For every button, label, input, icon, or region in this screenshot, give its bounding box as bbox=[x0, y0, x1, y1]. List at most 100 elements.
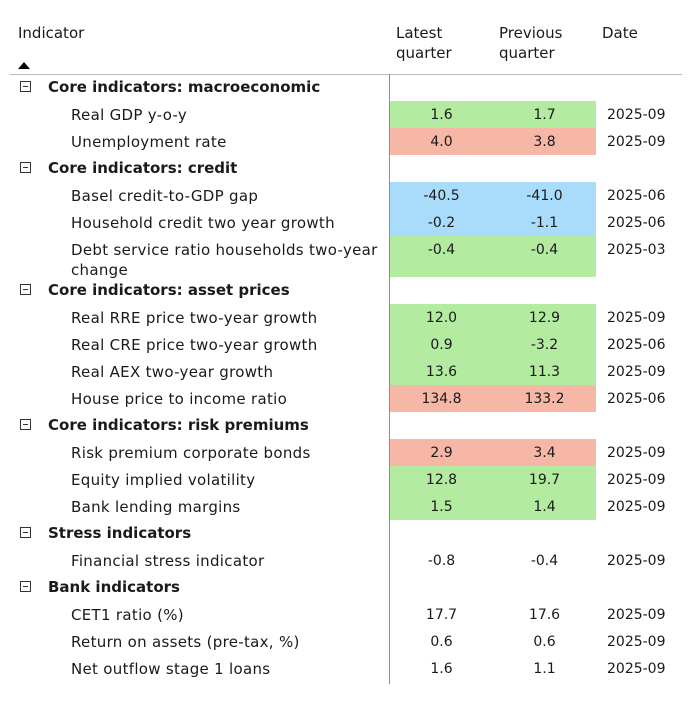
group-row[interactable]: Core indicators: asset prices bbox=[0, 277, 693, 304]
collapse-icon[interactable] bbox=[20, 162, 31, 173]
column-header-indicator[interactable]: Indicator bbox=[18, 24, 85, 42]
latest-value-cell: -0.4 bbox=[390, 236, 493, 277]
date-cell: 2025-06 bbox=[596, 385, 686, 412]
previous-value-text: 3.8 bbox=[533, 134, 556, 150]
table-row[interactable]: Risk premium corporate bonds 2.9 3.4 2025-0… bbox=[0, 439, 693, 466]
date-cell: 2025-09 bbox=[596, 358, 686, 385]
group-row[interactable]: Bank indicators bbox=[0, 574, 693, 601]
group-row[interactable]: Core indicators: credit bbox=[0, 155, 693, 182]
table-row[interactable]: Financial stress indicator -0.8 -0.4 2025-0… bbox=[0, 547, 693, 574]
latest-value-text: 12.8 bbox=[425, 472, 458, 488]
table-row[interactable]: House price to income ratio 134.8 133.2 202… bbox=[0, 385, 693, 412]
group-row[interactable]: Core indicators: macroeconomic bbox=[0, 74, 693, 101]
latest-value-cell: -40.5 bbox=[390, 182, 493, 209]
previous-value-text: 19.7 bbox=[528, 472, 561, 488]
date-cell: 2025-09 bbox=[596, 101, 686, 128]
previous-value-text: 133.2 bbox=[524, 391, 565, 407]
previous-value-cell: 1.4 bbox=[493, 493, 596, 520]
previous-value-cell: 19.7 bbox=[493, 466, 596, 493]
latest-value-text: 1.6 bbox=[430, 661, 453, 677]
latest-value-text: -40.5 bbox=[423, 188, 460, 204]
group-row[interactable]: Stress indicators bbox=[0, 520, 693, 547]
table-row[interactable]: Real RRE price two-year growth 12.0 12.9 20… bbox=[0, 304, 693, 331]
table-row[interactable]: Net outflow stage 1 loans 1.6 1.1 2025-09 bbox=[0, 655, 693, 682]
column-header-latest-quarter[interactable]: Latest quarter bbox=[396, 24, 452, 62]
date-cell: 2025-06 bbox=[596, 331, 686, 358]
sort-ascending-icon[interactable] bbox=[18, 62, 30, 69]
latest-value-cell: 0.6 bbox=[390, 628, 493, 655]
column-header-date[interactable]: Date bbox=[602, 24, 638, 42]
collapse-icon[interactable] bbox=[20, 581, 31, 592]
date-cell: 2025-09 bbox=[596, 655, 686, 682]
previous-value-cell: 17.6 bbox=[493, 601, 596, 628]
previous-value-text: -0.4 bbox=[530, 242, 559, 258]
latest-value-cell: 1.5 bbox=[390, 493, 493, 520]
column-header-previous-quarter[interactable]: Previous quarter bbox=[499, 24, 563, 62]
table-row[interactable]: Basel credit-to-GDP gap -40.5 -41.0 2025-06 bbox=[0, 182, 693, 209]
date-cell: 2025-09 bbox=[596, 439, 686, 466]
latest-value-cell: 1.6 bbox=[390, 655, 493, 682]
table-row[interactable]: Unemployment rate 4.0 3.8 2025-09 bbox=[0, 128, 693, 155]
header-divider bbox=[10, 74, 682, 75]
latest-value-cell: 12.8 bbox=[390, 466, 493, 493]
latest-value-text: -0.8 bbox=[427, 553, 456, 569]
table-row[interactable]: Debt service ratio households two-year c… bbox=[0, 236, 693, 279]
date-text: 2025-09 bbox=[607, 364, 666, 380]
date-cell: 2025-09 bbox=[596, 601, 686, 628]
indicator-label: Real RRE price two-year growth bbox=[71, 309, 318, 327]
date-text: 2025-06 bbox=[607, 188, 666, 204]
latest-value-cell: 17.7 bbox=[390, 601, 493, 628]
indicator-label: Real CRE price two-year growth bbox=[71, 336, 318, 354]
table-row[interactable]: Real GDP y-o-y 1.6 1.7 2025-09 bbox=[0, 101, 693, 128]
indicator-label: Basel credit-to-GDP gap bbox=[71, 187, 259, 205]
table-row[interactable]: Real AEX two-year growth 13.6 11.3 2025-09 bbox=[0, 358, 693, 385]
previous-value-cell: 133.2 bbox=[493, 385, 596, 412]
table-row[interactable]: Real CRE price two-year growth 0.9 -3.2 202… bbox=[0, 331, 693, 358]
collapse-icon[interactable] bbox=[20, 527, 31, 538]
indicator-label: Equity implied volatility bbox=[71, 471, 256, 489]
table-row[interactable]: Household credit two year growth -0.2 -1.1… bbox=[0, 209, 693, 236]
latest-value-cell: 0.9 bbox=[390, 331, 493, 358]
table-row[interactable]: Return on assets (pre-tax, %) 0.6 0.6 2025-… bbox=[0, 628, 693, 655]
collapse-icon[interactable] bbox=[20, 81, 31, 92]
latest-value-text: 134.8 bbox=[421, 391, 462, 407]
previous-value-text: -3.2 bbox=[530, 337, 559, 353]
previous-value-cell: 1.7 bbox=[493, 101, 596, 128]
previous-value-text: -0.4 bbox=[530, 553, 559, 569]
previous-value-text: -1.1 bbox=[530, 215, 559, 231]
indicator-label: House price to income ratio bbox=[71, 390, 288, 408]
previous-value-cell: 12.9 bbox=[493, 304, 596, 331]
previous-value-text: 1.7 bbox=[533, 107, 556, 123]
table-row[interactable]: Equity implied volatility 12.8 19.7 2025-09 bbox=[0, 466, 693, 493]
group-label: Core indicators: asset prices bbox=[48, 281, 290, 299]
latest-value-text: 0.9 bbox=[430, 337, 453, 353]
previous-value-text: 3.4 bbox=[533, 445, 556, 461]
group-label: Core indicators: risk premiums bbox=[48, 416, 309, 434]
latest-value-cell: -0.8 bbox=[390, 547, 493, 574]
date-text: 2025-09 bbox=[607, 634, 666, 650]
date-text: 2025-03 bbox=[607, 242, 666, 258]
previous-value-text: 1.1 bbox=[533, 661, 556, 677]
collapse-icon[interactable] bbox=[20, 419, 31, 430]
latest-value-cell: 4.0 bbox=[390, 128, 493, 155]
indicator-label: Debt service ratio households two-year c… bbox=[71, 241, 378, 279]
latest-value-text: 12.0 bbox=[425, 310, 458, 326]
latest-value-cell: 1.6 bbox=[390, 101, 493, 128]
previous-value-cell: -0.4 bbox=[493, 236, 596, 277]
group-row[interactable]: Core indicators: risk premiums bbox=[0, 412, 693, 439]
latest-value-cell: 13.6 bbox=[390, 358, 493, 385]
previous-value-text: 12.9 bbox=[528, 310, 561, 326]
previous-value-cell: 11.3 bbox=[493, 358, 596, 385]
date-text: 2025-06 bbox=[607, 337, 666, 353]
table-row[interactable]: CET1 ratio (%) 17.7 17.6 2025-09 bbox=[0, 601, 693, 628]
group-label: Bank indicators bbox=[48, 578, 180, 596]
table-row[interactable]: Bank lending margins 1.5 1.4 2025-09 bbox=[0, 493, 693, 520]
table-header: Indicator Latest quarter Previous quarte… bbox=[0, 0, 693, 74]
date-text: 2025-06 bbox=[607, 391, 666, 407]
collapse-icon[interactable] bbox=[20, 284, 31, 295]
previous-value-cell: -41.0 bbox=[493, 182, 596, 209]
previous-value-text: 0.6 bbox=[533, 634, 556, 650]
date-text: 2025-09 bbox=[607, 499, 666, 515]
group-label: Stress indicators bbox=[48, 524, 192, 542]
previous-value-cell: 0.6 bbox=[493, 628, 596, 655]
